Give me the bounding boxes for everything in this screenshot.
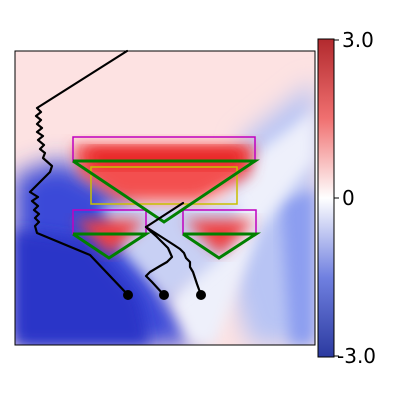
trajectory-path-3 [144, 225, 203, 297]
trajectory-path-1 [28, 49, 130, 297]
yellow-box [90, 166, 238, 205]
endpoint-marker-2 [159, 290, 169, 300]
trajectory-path-2 [144, 201, 185, 296]
endpoint-marker-1 [123, 290, 133, 300]
plot-frame [14, 50, 316, 346]
colorbar-max-label: 3.0 [342, 28, 374, 52]
green-triangle-right [182, 232, 262, 260]
trajectories [28, 49, 203, 297]
green-triangles [72, 159, 262, 260]
colorbar-min-label: -3.0 [337, 344, 377, 368]
heatmap-field [15, 51, 315, 345]
green-triangle-left [72, 232, 152, 260]
green-triangle-top [72, 159, 260, 224]
colorbar-mid-label: 0 [342, 186, 355, 210]
endpoint-marker-3 [196, 290, 206, 300]
trajectory-endpoints [123, 290, 206, 300]
colorbar [317, 38, 335, 358]
colorbar-ticks [334, 39, 339, 357]
